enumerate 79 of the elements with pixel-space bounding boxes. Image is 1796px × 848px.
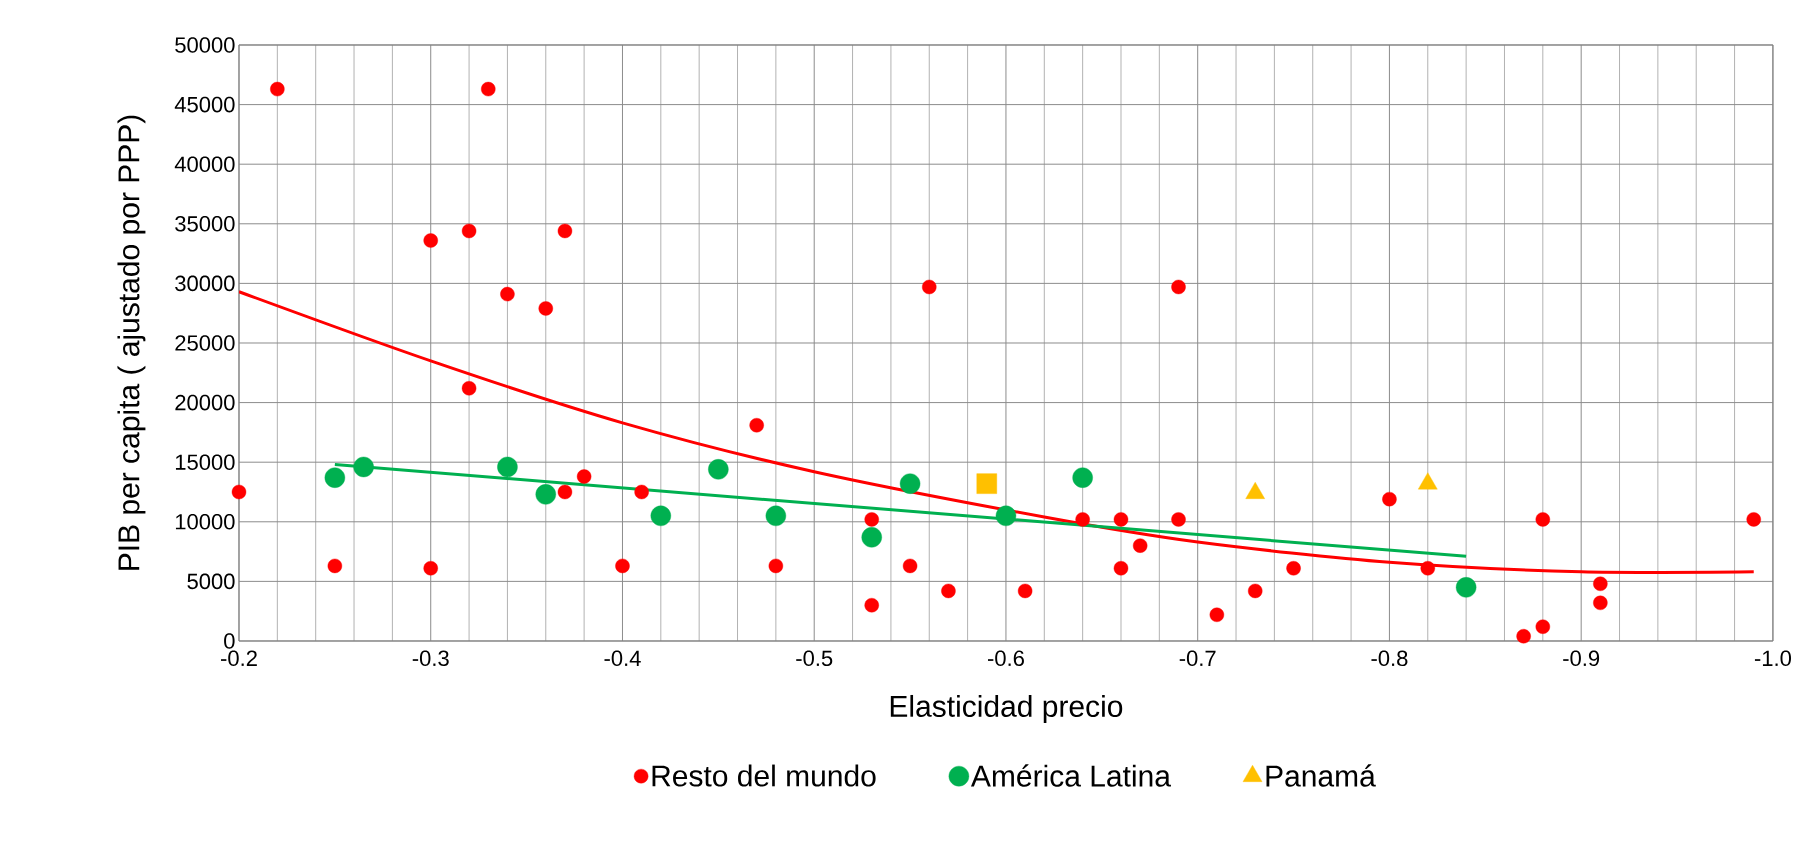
- y-tick-label: 0: [224, 633, 235, 649]
- legend-label: América Latina: [970, 764, 1171, 787]
- legend-label: Resto del mundo: [652, 764, 876, 787]
- point: [1248, 583, 1263, 599]
- point: [922, 279, 937, 295]
- y-tick-label: 35000: [175, 216, 235, 232]
- point: [1382, 491, 1397, 507]
- x-tick-label: -0.4: [604, 650, 641, 667]
- point: [538, 301, 553, 316]
- point: [481, 81, 496, 97]
- x-tick-label: -0.3: [412, 650, 449, 667]
- point: [1535, 619, 1551, 634]
- y-tick-label: 25000: [175, 335, 235, 351]
- point: [1286, 561, 1301, 576]
- point: [461, 223, 477, 239]
- point: [1017, 583, 1033, 599]
- point: [1420, 561, 1435, 576]
- point: [1072, 467, 1093, 488]
- y-tick-label: 30000: [175, 275, 235, 292]
- y-tick-label: 40000: [174, 156, 235, 172]
- point: [708, 459, 729, 480]
- point: [327, 558, 343, 574]
- point: [353, 456, 374, 478]
- point: [902, 558, 918, 574]
- x-axis-title: Elasticidad precio: [890, 694, 1123, 723]
- y-tick-label: 20000: [175, 394, 235, 411]
- point: [765, 505, 787, 527]
- point: [650, 505, 672, 527]
- point: [1535, 512, 1551, 527]
- point: [1113, 561, 1129, 576]
- y-axis-title: PIB per capita ( ajustado por PPP): [117, 115, 146, 570]
- point: [1593, 576, 1608, 591]
- point: [461, 381, 477, 396]
- point: [231, 484, 247, 500]
- point: [941, 583, 956, 599]
- point: [864, 512, 879, 527]
- point: [1132, 538, 1148, 553]
- point: [1516, 629, 1531, 644]
- y-tick-label: 10000: [175, 513, 235, 530]
- point: [1171, 279, 1186, 295]
- point: [1171, 512, 1186, 527]
- line-series: [238, 290, 1756, 574]
- point: [899, 473, 921, 494]
- point: [768, 558, 784, 574]
- x-tick-label: -0.8: [1371, 650, 1408, 667]
- y-tick-label: 45000: [174, 96, 235, 113]
- y-tick-label: 5000: [187, 573, 235, 590]
- y-tick-label: 50000: [175, 37, 235, 53]
- x-tick-label: -1.0: [1754, 650, 1791, 667]
- point: [634, 484, 649, 500]
- point: [976, 473, 997, 494]
- point: [1455, 577, 1477, 598]
- point: [500, 286, 515, 302]
- point: [864, 598, 879, 613]
- x-tick-label: -0.7: [1179, 650, 1216, 667]
- point: [576, 469, 592, 484]
- point: [1113, 512, 1129, 527]
- point: [557, 484, 573, 500]
- x-tick-label: -0.5: [796, 650, 833, 667]
- x-tick-label: -0.2: [221, 650, 257, 667]
- point: [995, 505, 1017, 527]
- y-tick-label: 15000: [175, 454, 235, 470]
- point: [1593, 595, 1608, 611]
- x-tick-label: -0.9: [1563, 650, 1600, 667]
- point: [615, 558, 630, 574]
- point: [1209, 607, 1225, 622]
- point: [557, 223, 573, 239]
- point: [535, 484, 556, 505]
- legend-label: Panamá: [1266, 764, 1376, 787]
- point: [861, 527, 882, 548]
- point: [423, 233, 438, 248]
- point: [1746, 512, 1761, 527]
- point: [1075, 512, 1090, 527]
- point: [749, 418, 764, 433]
- point: [497, 456, 518, 478]
- x-tick-label: -0.6: [987, 650, 1024, 667]
- point: [423, 561, 438, 576]
- point: [324, 467, 346, 488]
- point: [270, 81, 285, 97]
